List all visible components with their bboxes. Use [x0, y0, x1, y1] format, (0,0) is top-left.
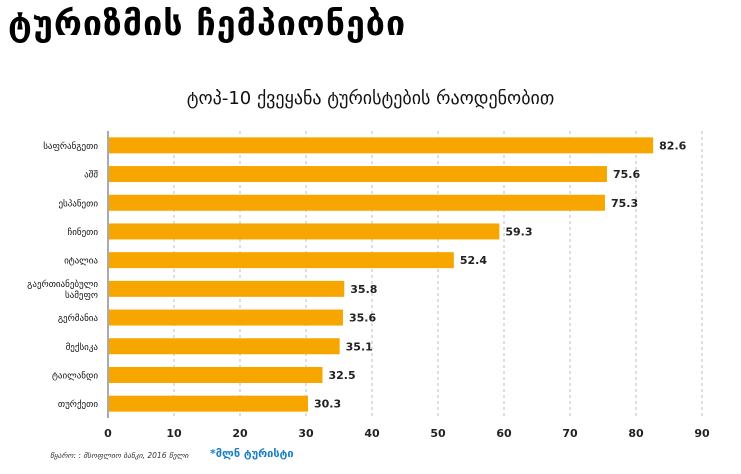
category-label: აშშ [84, 170, 98, 181]
x-tick-label: 50 [430, 427, 446, 440]
category-label: გერმანია [58, 313, 99, 324]
x-tick-label: 80 [628, 427, 644, 440]
value-label: 82.6 [659, 139, 686, 152]
value-label: 35.1 [346, 340, 373, 353]
x-tick-label: 0 [104, 427, 112, 440]
unit-note: *მლნ ტურისტი [210, 447, 294, 460]
x-tick-label: 30 [298, 427, 314, 440]
x-tick-label: 60 [496, 427, 512, 440]
bar [109, 309, 343, 326]
category-label: იტალია [64, 257, 98, 267]
category-label: საფრანგეთი [43, 141, 98, 152]
category-label: ტაილანდი [52, 370, 98, 381]
x-tick-label: 10 [166, 427, 182, 440]
value-label: 32.5 [329, 369, 356, 382]
bar [109, 280, 345, 297]
bar [109, 166, 607, 183]
bar [109, 223, 500, 240]
source-note: წყარო: : მსოფლიო ბანკი, 2016 წელი [50, 451, 189, 460]
category-label: თურქეთი [58, 399, 98, 410]
value-label: 59.3 [505, 225, 532, 238]
x-tick-label: 40 [364, 427, 380, 440]
x-tick-label: 90 [694, 427, 710, 440]
value-label: 35.8 [350, 283, 377, 296]
chart-title: ტოპ-10 ქვეყანა ტურისტების რაოდენობით [186, 88, 555, 109]
bar [109, 338, 340, 355]
value-label: 75.3 [611, 197, 638, 210]
bar [109, 194, 605, 211]
value-label: 30.3 [314, 398, 341, 411]
bar [109, 137, 654, 154]
value-label: 75.6 [613, 168, 640, 181]
category-label: ჩინეთი [68, 227, 99, 238]
category-label: მექსიკა [66, 342, 99, 353]
category-label: გაერთიანებული სამეფო [27, 279, 98, 301]
x-tick-label: 70 [562, 427, 578, 440]
x-tick-label: 20 [232, 427, 248, 440]
category-label: ესპანეთი [58, 198, 98, 209]
bar [109, 252, 454, 269]
headline: ტურიზმის ჩემპიონები [8, 4, 407, 44]
bar [109, 395, 308, 412]
bar [109, 366, 323, 383]
value-label: 52.4 [460, 254, 487, 267]
value-label: 35.6 [349, 312, 376, 325]
